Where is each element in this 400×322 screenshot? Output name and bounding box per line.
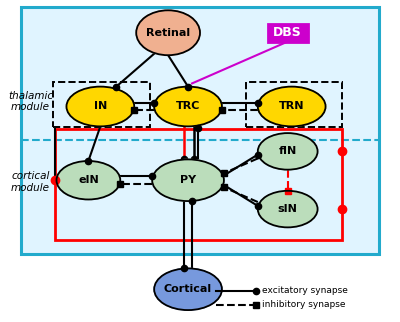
Ellipse shape bbox=[154, 87, 222, 126]
Text: eIN: eIN bbox=[78, 175, 99, 185]
Text: Retinal: Retinal bbox=[146, 28, 190, 38]
Text: PY: PY bbox=[180, 175, 196, 185]
Text: thalamic
module: thalamic module bbox=[8, 91, 53, 112]
Text: fIN: fIN bbox=[278, 147, 297, 156]
Text: TRN: TRN bbox=[279, 101, 304, 111]
FancyBboxPatch shape bbox=[21, 7, 379, 254]
Text: excitatory synapse: excitatory synapse bbox=[262, 286, 348, 295]
Ellipse shape bbox=[258, 191, 318, 227]
FancyBboxPatch shape bbox=[268, 24, 308, 42]
Ellipse shape bbox=[154, 269, 222, 310]
Ellipse shape bbox=[66, 87, 134, 126]
Text: TRC: TRC bbox=[176, 101, 200, 111]
Text: DBS: DBS bbox=[273, 26, 302, 39]
Ellipse shape bbox=[152, 159, 224, 201]
Text: cortical
module: cortical module bbox=[11, 171, 50, 193]
Text: sIN: sIN bbox=[278, 204, 298, 214]
Ellipse shape bbox=[258, 87, 326, 126]
Text: IN: IN bbox=[94, 101, 107, 111]
Text: inhibitory synapse: inhibitory synapse bbox=[262, 300, 345, 309]
Ellipse shape bbox=[136, 10, 200, 55]
Ellipse shape bbox=[258, 133, 318, 170]
Text: Cortical: Cortical bbox=[164, 284, 212, 294]
Ellipse shape bbox=[56, 161, 120, 199]
